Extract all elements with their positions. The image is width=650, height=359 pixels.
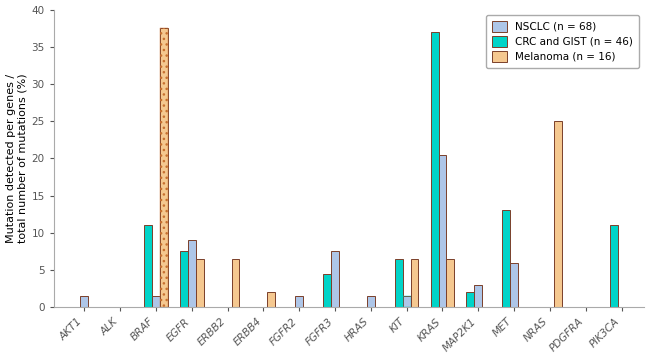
Bar <box>403 296 411 307</box>
Bar <box>152 296 160 307</box>
Bar <box>395 259 403 307</box>
Bar <box>295 296 303 307</box>
Bar <box>554 121 562 307</box>
Bar <box>196 259 203 307</box>
Bar <box>231 259 239 307</box>
Bar <box>367 296 375 307</box>
Bar <box>447 259 454 307</box>
Bar <box>267 292 275 307</box>
Bar <box>467 292 474 307</box>
Bar <box>180 251 188 307</box>
Bar <box>510 262 518 307</box>
Bar <box>411 259 419 307</box>
Bar <box>502 210 510 307</box>
Bar <box>160 28 168 307</box>
Bar <box>610 225 617 307</box>
Bar <box>431 32 439 307</box>
Bar <box>439 155 447 307</box>
Bar <box>331 251 339 307</box>
Legend: NSCLC (n = 68), CRC and GIST (n = 46), Melanoma (n = 16): NSCLC (n = 68), CRC and GIST (n = 46), M… <box>486 15 639 68</box>
Bar <box>474 285 482 307</box>
Bar <box>323 274 331 307</box>
Y-axis label: Mutation detected per genes /
total number of mutations (%): Mutation detected per genes / total numb… <box>6 74 27 243</box>
Bar <box>81 296 88 307</box>
Bar <box>403 296 411 307</box>
Bar <box>160 28 168 307</box>
Bar <box>188 240 196 307</box>
Bar <box>144 225 152 307</box>
